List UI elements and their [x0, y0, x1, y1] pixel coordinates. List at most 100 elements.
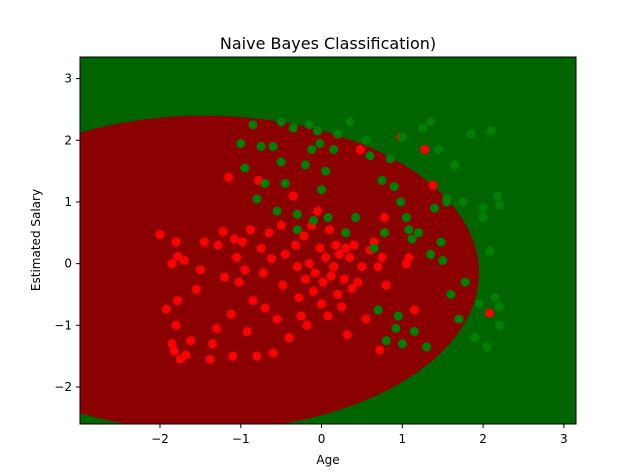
data-point-class-1: [396, 197, 406, 207]
data-point-class-0: [323, 311, 333, 321]
data-point-class-0: [347, 283, 357, 293]
data-point-class-1: [315, 138, 325, 148]
data-point-class-1: [341, 228, 351, 238]
data-point-class-0: [284, 333, 294, 343]
data-point-class-0: [256, 243, 266, 253]
data-point-class-0: [213, 240, 223, 250]
data-point-class-1: [493, 191, 503, 201]
data-point-class-0: [349, 240, 359, 250]
data-point-class-0: [326, 271, 336, 281]
data-point-class-0: [260, 303, 270, 313]
x-tick-label: 3: [560, 432, 568, 446]
data-point-class-0: [167, 339, 177, 349]
x-tick-label: −1: [232, 432, 250, 446]
data-point-class-0: [205, 354, 215, 364]
data-point-class-0: [353, 277, 363, 287]
data-point-class-0: [345, 253, 355, 262]
data-point-class-1: [260, 178, 270, 188]
data-point-class-1: [377, 175, 387, 185]
data-point-class-1: [345, 117, 355, 127]
data-point-class-1: [248, 120, 258, 130]
data-point-class-1: [397, 339, 407, 349]
data-point-class-1: [404, 225, 414, 235]
data-point-class-1: [268, 141, 278, 151]
data-point-class-0: [309, 286, 318, 296]
data-point-class-0: [276, 220, 286, 230]
data-point-class-1: [434, 145, 444, 154]
x-tick-label: 0: [318, 432, 326, 446]
data-point-class-0: [404, 253, 414, 262]
data-point-class-1: [365, 151, 375, 161]
data-point-class-0: [195, 265, 205, 275]
data-point-class-0: [186, 336, 196, 346]
data-point-class-1: [446, 290, 456, 299]
x-tick-label: 2: [479, 432, 487, 446]
data-point-class-0: [331, 240, 341, 250]
data-point-class-0: [171, 237, 181, 247]
data-point-class-1: [361, 135, 371, 145]
data-point-class-0: [373, 262, 383, 272]
data-point-class-0: [369, 237, 379, 247]
data-point-class-1: [486, 126, 496, 136]
data-point-class-0: [300, 274, 310, 284]
data-point-class-0: [485, 308, 495, 318]
data-point-class-0: [220, 272, 230, 282]
data-point-class-1: [309, 216, 318, 225]
data-point-class-1: [288, 123, 298, 133]
data-point-class-1: [426, 249, 436, 259]
data-point-class-1: [458, 197, 468, 207]
data-point-class-0: [218, 227, 228, 237]
data-point-class-0: [318, 277, 328, 287]
data-point-class-1: [460, 277, 470, 287]
data-point-class-1: [373, 305, 383, 315]
data-point-class-0: [228, 351, 238, 361]
data-point-class-1: [482, 342, 492, 352]
plot-frame: [79, 56, 577, 425]
data-point-class-0: [240, 265, 250, 275]
x-axis-ticks: −2 −1 0 1 2 3: [151, 424, 568, 446]
data-point-class-0: [161, 304, 171, 314]
data-points: [155, 117, 504, 364]
data-point-class-0: [409, 305, 419, 315]
data-point-class-1: [409, 327, 419, 336]
data-point-class-1: [454, 314, 464, 324]
data-point-class-1: [401, 212, 411, 222]
y-axis-ticks: −2 −1 0 1 2 3: [54, 72, 80, 394]
data-point-class-1: [426, 117, 436, 127]
y-axis-label: Estimated Salary: [29, 189, 43, 291]
data-point-class-0: [299, 231, 309, 241]
data-point-class-1: [381, 336, 391, 346]
data-point-class-1: [385, 154, 395, 164]
data-point-class-1: [407, 234, 417, 244]
data-point-class-0: [224, 172, 234, 182]
data-point-class-1: [351, 212, 360, 222]
data-point-class-0: [155, 230, 165, 240]
data-point-class-1: [490, 293, 500, 303]
data-point-class-1: [380, 228, 389, 238]
data-point-class-1: [276, 157, 286, 167]
data-point-class-1: [422, 342, 432, 352]
data-point-class-0: [252, 351, 262, 361]
data-point-class-1: [333, 129, 343, 139]
data-point-class-0: [380, 212, 389, 222]
data-point-class-0: [334, 249, 344, 259]
data-point-class-1: [323, 212, 333, 222]
data-point-class-0: [181, 350, 191, 360]
y-tick-label: −1: [54, 318, 72, 332]
data-point-class-0: [304, 259, 314, 269]
data-point-class-1: [436, 237, 446, 247]
data-point-class-1: [438, 256, 448, 265]
data-point-class-0: [288, 191, 298, 201]
data-point-class-1: [292, 209, 302, 219]
data-point-class-1: [329, 145, 339, 154]
data-point-class-0: [170, 346, 179, 356]
data-point-class-0: [264, 228, 274, 238]
x-tick-label: 1: [398, 432, 406, 446]
data-point-class-0: [212, 323, 221, 333]
data-point-class-1: [252, 194, 262, 204]
data-point-class-1: [494, 320, 504, 330]
data-point-class-0: [313, 206, 322, 216]
data-point-class-0: [267, 254, 276, 264]
data-point-class-0: [280, 249, 290, 259]
data-point-class-0: [342, 330, 352, 340]
